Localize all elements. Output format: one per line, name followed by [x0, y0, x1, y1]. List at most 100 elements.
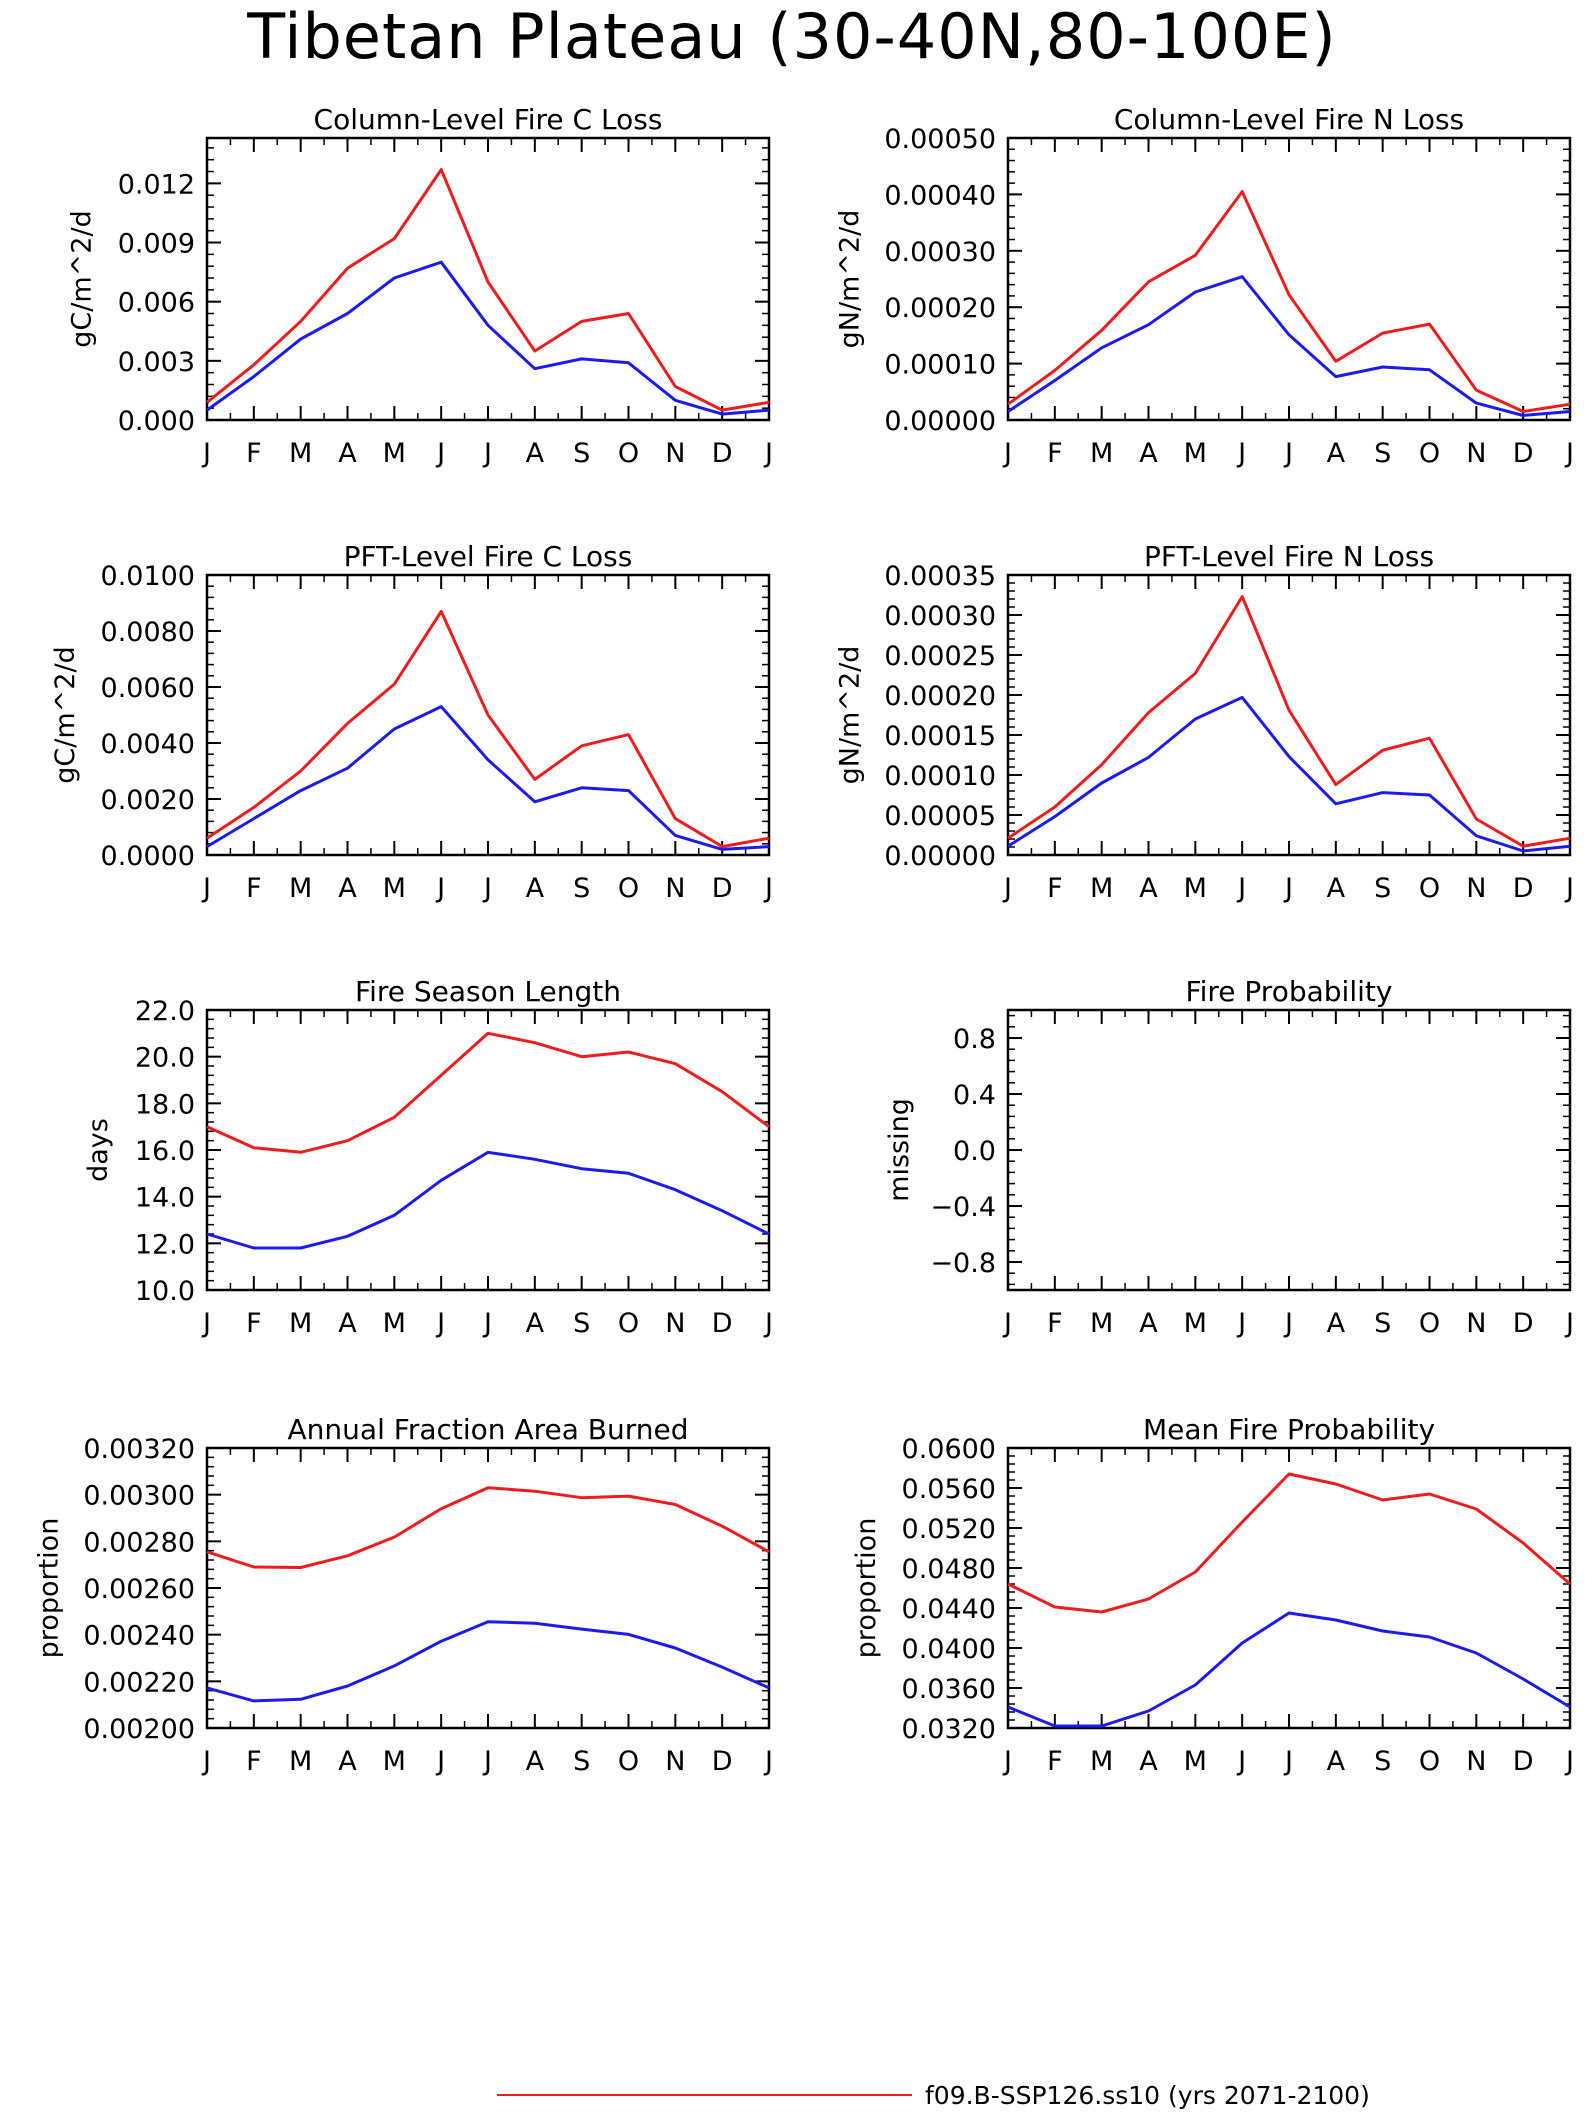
legend-label: f09.B-SSP126.ss10 (yrs 2071-2100)	[925, 2081, 1370, 2110]
x-tick-label: A	[1139, 1746, 1158, 1777]
chart-title: Mean Fire Probability	[1143, 1413, 1435, 1446]
plot-frame	[1006, 573, 1572, 857]
y-tick-label: 0.00030	[884, 237, 996, 268]
y-tick-label: 0.00010	[884, 761, 996, 792]
y-tick-label: 10.0	[135, 1276, 195, 1307]
x-tick-label: A	[1327, 438, 1346, 469]
x-tick-label: J	[201, 438, 211, 469]
x-tick-label: M	[289, 873, 312, 904]
x-tick-label: J	[763, 1746, 773, 1777]
x-tick-label: N	[1466, 873, 1486, 904]
series-line-blue	[206, 260, 770, 416]
x-tick-label: D	[712, 873, 733, 904]
x-tick-label: M	[289, 1746, 312, 1777]
x-tick-label: J	[201, 1746, 211, 1777]
y-tick-label: 0.000	[118, 406, 195, 437]
x-tick-label: D	[1513, 1746, 1534, 1777]
x-tick-label: M	[289, 438, 312, 469]
x-tick-label: M	[383, 873, 406, 904]
chart-title: PFT-Level Fire N Loss	[1144, 540, 1434, 573]
x-tick-label: M	[1184, 1308, 1207, 1339]
x-tick-label: M	[383, 1308, 406, 1339]
series-line-blue	[1007, 695, 1571, 853]
x-tick-label: O	[618, 1746, 639, 1777]
x-tick-label: S	[573, 1746, 590, 1777]
x-tick-label: D	[1513, 1308, 1534, 1339]
x-tick-label: J	[201, 1308, 211, 1339]
x-tick-label: A	[338, 1746, 357, 1777]
series-line-blue	[1007, 1611, 1571, 1728]
x-tick-label: O	[1419, 873, 1440, 904]
legend: f09.B-SSP126.ss10 (yrs 2071-2100)	[497, 2081, 1370, 2110]
y-tick-label: 0.00040	[884, 180, 996, 211]
x-tick-label: A	[526, 1308, 545, 1339]
y-tick-label: −0.8	[930, 1248, 996, 1279]
y-tick-label: 0.00260	[83, 1574, 195, 1605]
x-tick-label: J	[1283, 438, 1293, 469]
series-line-red	[1007, 190, 1571, 413]
x-tick-label: F	[246, 873, 262, 904]
y-tick-label: 0.00020	[884, 681, 996, 712]
y-axis-label: gN/m^2/d	[835, 210, 866, 349]
y-tick-label: 0.8	[953, 1024, 996, 1055]
x-tick-label: J	[435, 1746, 445, 1777]
x-tick-label: J	[482, 438, 492, 469]
x-tick-label: A	[1327, 1308, 1346, 1339]
x-tick-label: O	[1419, 438, 1440, 469]
y-tick-label: 0.012	[118, 169, 195, 200]
figure-title: Tibetan Plateau (30-40N,80-100E)	[246, 0, 1336, 73]
x-tick-label: M	[289, 1308, 312, 1339]
y-axis-label: gC/m^2/d	[67, 210, 98, 347]
y-tick-label: 0.0020	[101, 785, 195, 816]
x-tick-label: N	[1466, 438, 1486, 469]
y-tick-label: 0.0320	[902, 1714, 996, 1745]
x-tick-label: A	[338, 1308, 357, 1339]
y-tick-label: 16.0	[135, 1136, 195, 1167]
x-tick-label: N	[665, 438, 685, 469]
y-tick-label: 0.00280	[83, 1527, 195, 1558]
x-tick-label: N	[1466, 1308, 1486, 1339]
x-tick-label: S	[1374, 438, 1391, 469]
x-tick-label: M	[1090, 1308, 1113, 1339]
y-tick-label: 0.00220	[83, 1667, 195, 1698]
x-tick-label: J	[1564, 438, 1574, 469]
x-tick-label: J	[482, 1746, 492, 1777]
x-tick-label: J	[1002, 438, 1012, 469]
y-tick-label: 0.0080	[101, 617, 195, 648]
x-tick-label: J	[1002, 1746, 1012, 1777]
y-tick-label: 0.00035	[884, 561, 996, 592]
chart-title: Fire Probability	[1186, 975, 1393, 1008]
x-tick-label: F	[1047, 873, 1063, 904]
y-tick-label: 0.0	[953, 1136, 996, 1167]
y-tick-label: 0.009	[118, 229, 195, 260]
series-line-red	[206, 1486, 770, 1569]
y-axis-label: days	[83, 1118, 114, 1182]
x-tick-label: D	[712, 1746, 733, 1777]
x-tick-label: O	[618, 438, 639, 469]
y-tick-label: 0.0560	[902, 1474, 996, 1505]
x-tick-label: S	[573, 438, 590, 469]
x-tick-label: J	[1564, 1746, 1574, 1777]
x-tick-label: J	[482, 873, 492, 904]
y-tick-label: 0.0400	[902, 1634, 996, 1665]
y-tick-label: 0.00030	[884, 601, 996, 632]
y-axis-label: proportion	[34, 1518, 65, 1659]
y-axis-label: missing	[884, 1098, 915, 1202]
x-tick-label: A	[526, 873, 545, 904]
y-tick-label: 0.0480	[902, 1554, 996, 1585]
chart-title: PFT-Level Fire C Loss	[344, 540, 633, 573]
y-tick-label: 0.00000	[884, 841, 996, 872]
x-tick-label: S	[1374, 1308, 1391, 1339]
y-tick-label: 18.0	[135, 1089, 195, 1120]
x-tick-label: J	[435, 873, 445, 904]
x-tick-label: S	[573, 873, 590, 904]
y-tick-label: 0.00200	[83, 1714, 195, 1745]
x-tick-label: M	[383, 1746, 406, 1777]
x-tick-label: O	[618, 1308, 639, 1339]
